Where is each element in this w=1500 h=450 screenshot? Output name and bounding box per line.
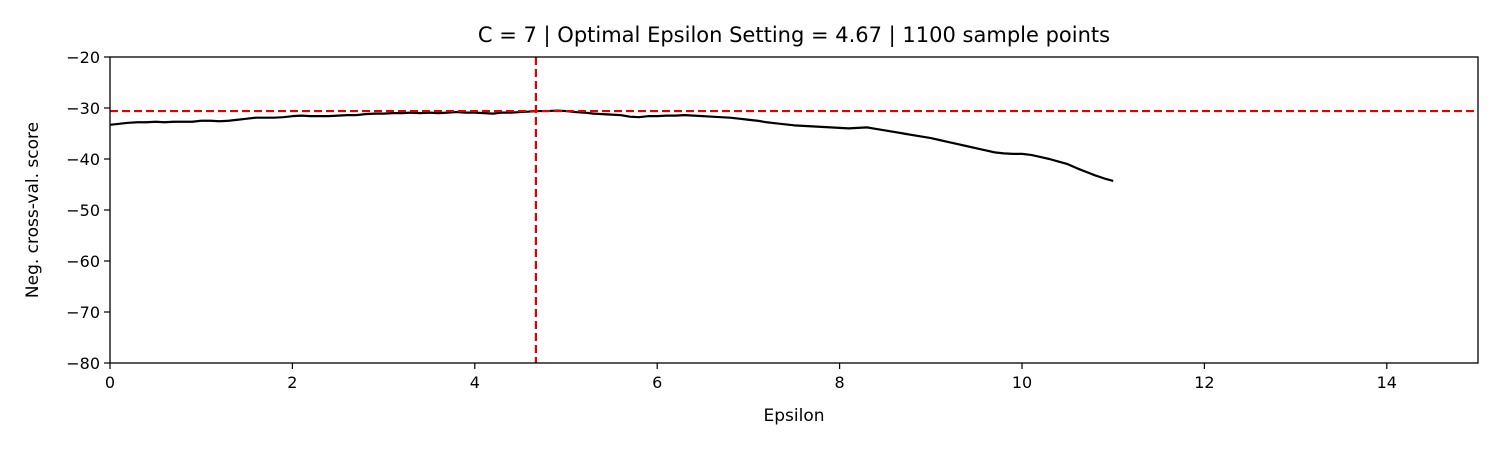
y-tick-label: −70 <box>66 303 100 322</box>
x-tick-label: 4 <box>470 373 480 392</box>
x-axis-label: Epsilon <box>763 406 824 426</box>
y-axis-label: Neg. cross-val. score <box>23 122 43 298</box>
y-axis: −80 −70 −60 −50 −40 −30 −20 <box>66 48 110 373</box>
x-tick-label: 6 <box>652 373 662 392</box>
series-line <box>109 109 1114 182</box>
plot-frame <box>109 56 1479 364</box>
x-tick-label: 2 <box>287 373 297 392</box>
y-tick-label: −40 <box>66 150 100 169</box>
x-tick-label: 12 <box>1194 373 1214 392</box>
x-axis: 0 2 4 6 8 10 12 14 <box>105 363 1397 392</box>
x-tick-label: 8 <box>835 373 845 392</box>
x-tick-label: 0 <box>105 373 115 392</box>
y-tick-label: −80 <box>66 354 100 373</box>
y-tick-label: −60 <box>66 252 100 271</box>
y-tick-label: −50 <box>66 201 100 220</box>
x-tick-label: 14 <box>1377 373 1397 392</box>
plot-area <box>109 57 1478 363</box>
x-tick-label: 10 <box>1012 373 1032 392</box>
y-tick-label: −30 <box>66 99 100 118</box>
chart-title: C = 7 | Optimal Epsilon Setting = 4.67 |… <box>478 23 1110 48</box>
y-tick-label: −20 <box>66 48 100 67</box>
